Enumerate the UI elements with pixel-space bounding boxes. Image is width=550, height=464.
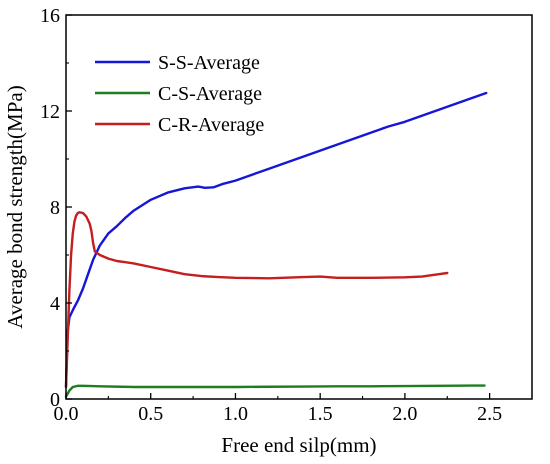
y-axis-label: Average bond strength(MPa): [3, 85, 27, 328]
y-tick-label: 16: [40, 5, 60, 27]
x-tick-label: 2.5: [477, 403, 502, 425]
ticks-layer: 0.0 0.5 1.0 1.5 2.0 2.5 0 4 8 12 16: [40, 5, 502, 425]
x-tick-label: 1.5: [308, 403, 333, 425]
y-tick-label: 12: [40, 101, 60, 123]
x-tick-label: 0.0: [54, 403, 79, 425]
x-tick-label: 1.0: [223, 403, 248, 425]
series-layer: [64, 91, 488, 398]
x-tick-label: 0.5: [138, 403, 163, 425]
y-tick-label: 0: [50, 389, 60, 411]
series-line-s-s-average: [64, 91, 488, 389]
x-axis-label: Free end silp(mm): [221, 433, 376, 457]
legend-label: S-S-Average: [158, 52, 260, 74]
legend-label: C-R-Average: [158, 114, 264, 136]
series-line-c-r-average: [64, 211, 449, 389]
legend: S-S-Average C-S-Average C-R-Average: [95, 52, 264, 136]
x-tick-label: 2.0: [392, 403, 417, 425]
y-tick-label: 8: [50, 197, 60, 219]
series-line-c-s-average: [64, 384, 486, 398]
legend-label: C-S-Average: [158, 83, 262, 105]
plot-frame: [65, 14, 533, 400]
y-tick-label: 4: [50, 293, 60, 315]
